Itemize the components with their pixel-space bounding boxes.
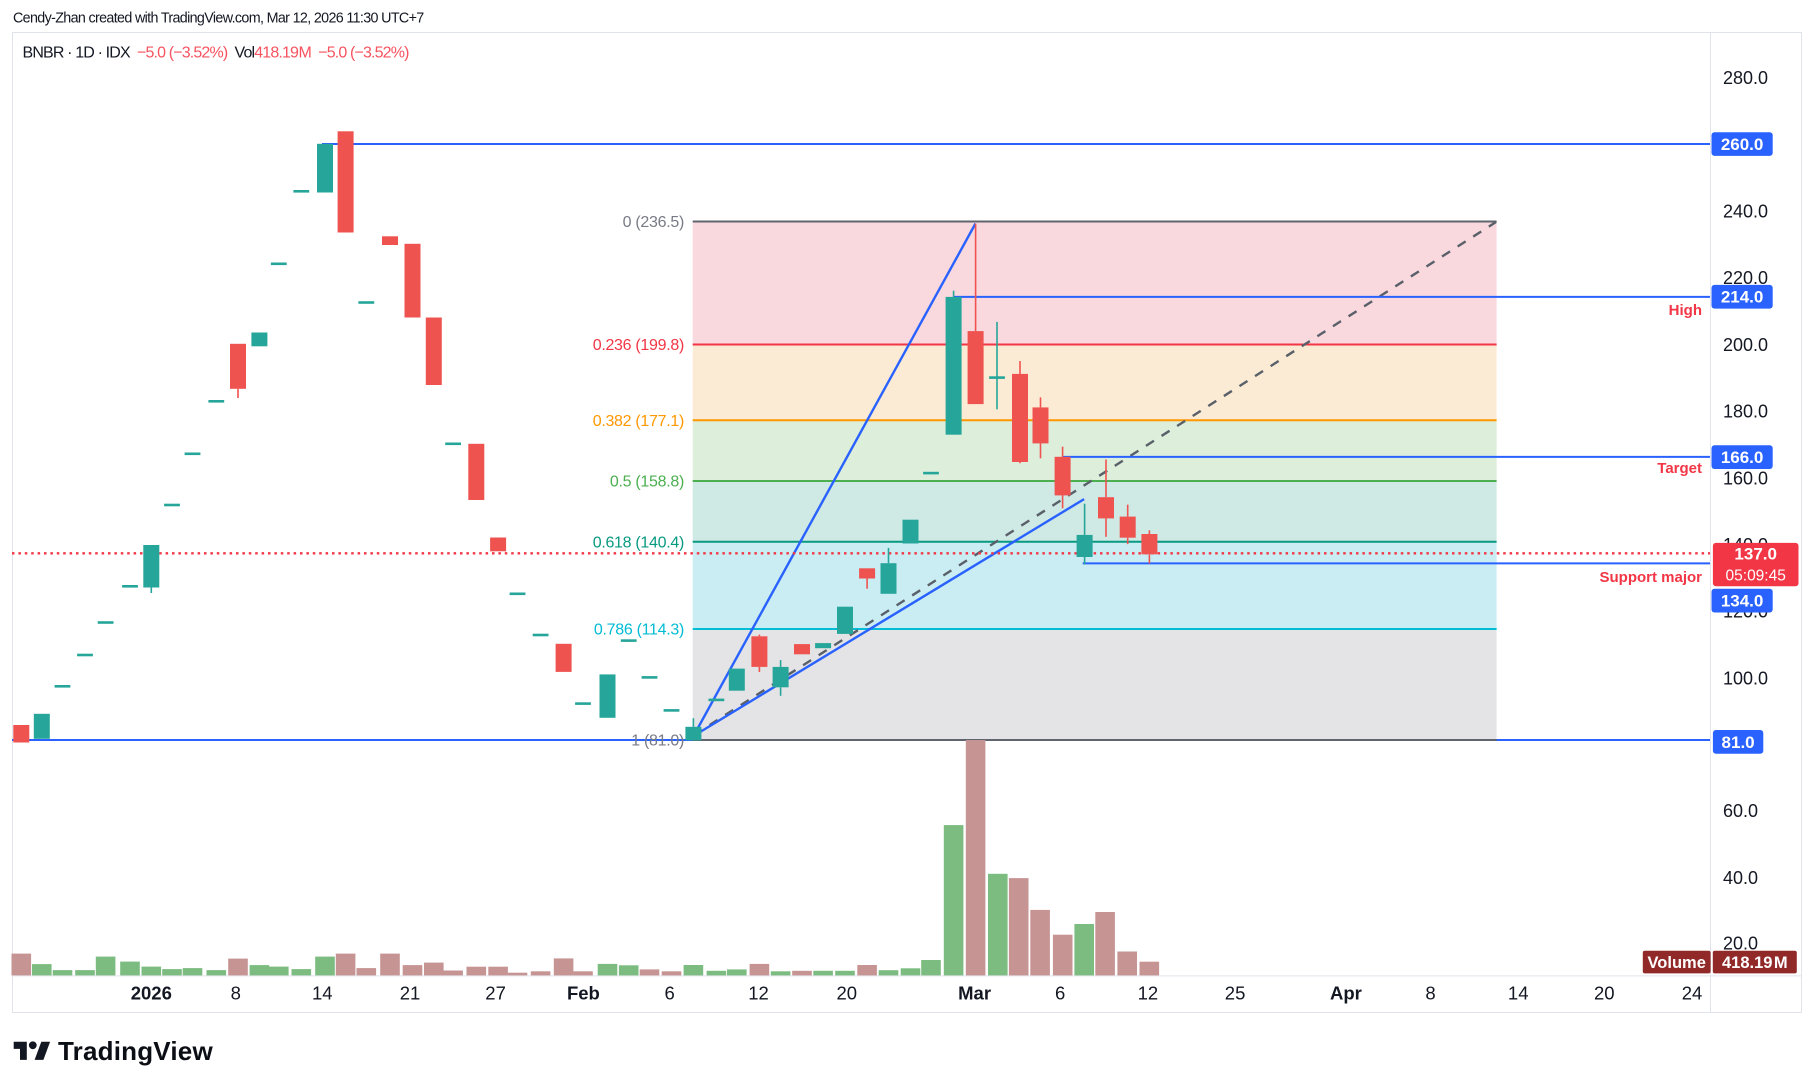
svg-text:280.0: 280.0: [1723, 68, 1768, 88]
svg-text:220.0: 220.0: [1723, 268, 1768, 288]
svg-text:8: 8: [231, 983, 241, 1004]
svg-text:6: 6: [665, 983, 675, 1004]
svg-text:BNBR · 1D · IDX −5.0 (−3.52%): BNBR · 1D · IDX −5.0 (−3.52%) Vol418.19 …: [23, 45, 410, 62]
svg-text:High: High: [1669, 302, 1702, 319]
svg-text:214.0: 214.0: [1721, 288, 1764, 307]
svg-text:40.0: 40.0: [1723, 868, 1758, 888]
svg-text:20: 20: [837, 983, 858, 1004]
svg-text:0.382 (177.1): 0.382 (177.1): [593, 413, 684, 430]
svg-text:25: 25: [1225, 983, 1246, 1004]
svg-text:Volume: Volume: [1648, 954, 1706, 972]
svg-text:Feb: Feb: [567, 983, 600, 1004]
svg-text:8: 8: [1425, 983, 1435, 1004]
svg-text:12: 12: [1138, 983, 1159, 1004]
svg-text:20: 20: [1594, 983, 1615, 1004]
svg-text:Mar: Mar: [958, 983, 991, 1004]
svg-text:20.0: 20.0: [1723, 933, 1758, 953]
svg-text:0.236 (199.8): 0.236 (199.8): [593, 337, 684, 354]
svg-text:14: 14: [312, 983, 333, 1004]
svg-text:05:09:45: 05:09:45: [1726, 568, 1786, 585]
svg-text:27: 27: [485, 983, 506, 1004]
svg-text:Target: Target: [1657, 460, 1702, 477]
svg-text:21: 21: [400, 983, 421, 1004]
svg-text:180.0: 180.0: [1723, 401, 1768, 421]
svg-text:6: 6: [1055, 983, 1065, 1004]
svg-text:Apr: Apr: [1330, 983, 1362, 1004]
svg-text:200.0: 200.0: [1723, 335, 1768, 355]
svg-text:60.0: 60.0: [1723, 801, 1758, 821]
svg-text:Support major: Support major: [1599, 569, 1702, 586]
svg-text:81.0: 81.0: [1722, 733, 1755, 752]
svg-text:100.0: 100.0: [1723, 668, 1768, 688]
svg-text:14: 14: [1508, 983, 1529, 1004]
svg-text:0.5 (158.8): 0.5 (158.8): [610, 474, 684, 491]
svg-text:0.618 (140.4): 0.618 (140.4): [593, 534, 684, 551]
svg-text:160.0: 160.0: [1723, 468, 1768, 488]
svg-text:0 (236.5): 0 (236.5): [623, 214, 684, 231]
svg-text:134.0: 134.0: [1721, 592, 1764, 611]
svg-text:240.0: 240.0: [1723, 202, 1768, 222]
svg-text:12: 12: [748, 983, 769, 1004]
svg-text:0.786 (114.3): 0.786 (114.3): [594, 622, 684, 639]
svg-text:260.0: 260.0: [1721, 135, 1764, 154]
svg-text:Cendy-Zhan created with Tradin: Cendy-Zhan created with TradingView.com,…: [13, 11, 424, 27]
svg-text:24: 24: [1682, 983, 1703, 1004]
svg-text:418.19 M: 418.19 M: [1722, 954, 1788, 972]
svg-text:1 (81.0): 1 (81.0): [631, 733, 684, 750]
svg-text:137.0: 137.0: [1734, 545, 1777, 564]
svg-text:2026: 2026: [131, 983, 172, 1004]
svg-text:166.0: 166.0: [1721, 448, 1764, 467]
svg-text:TradingView: TradingView: [58, 1036, 213, 1066]
